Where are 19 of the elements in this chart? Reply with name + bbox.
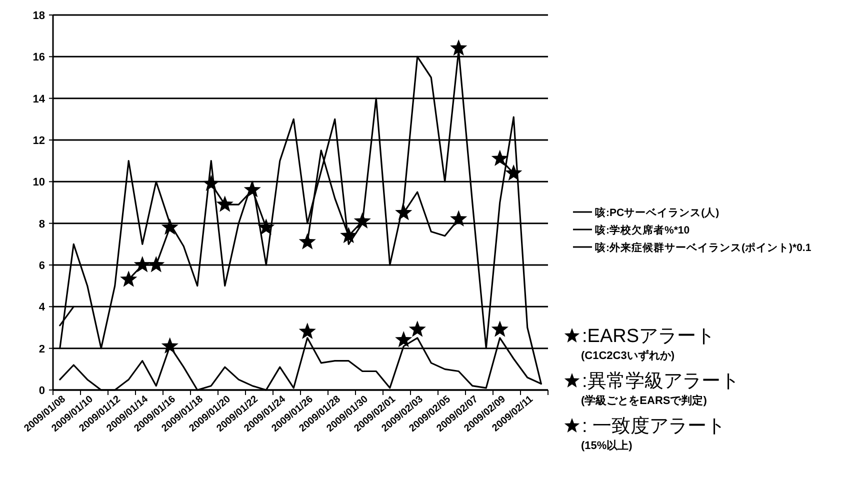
- text: (C1C2C3いずれか): [581, 349, 675, 362]
- y-tick-label: 16: [32, 52, 45, 64]
- y-tick-label: 2: [38, 343, 45, 356]
- y-tick-label: 10: [32, 176, 45, 189]
- y-tick-label: 8: [38, 218, 45, 230]
- y-tick-label: 18: [32, 10, 45, 22]
- legend-label: :異常学級アラート: [582, 371, 740, 392]
- legend-label: : 一致度アラート: [582, 415, 726, 437]
- text: (学級ごとをEARSで判定): [581, 394, 708, 407]
- y-tick-label: 14: [32, 93, 46, 106]
- y-tick-label: 6: [38, 260, 45, 272]
- text: (15%以上): [581, 439, 633, 452]
- y-tick-label: 4: [38, 302, 46, 314]
- legend-label: :EARSアラート: [582, 326, 716, 347]
- y-tick-label: 0: [38, 385, 45, 397]
- legend-label: 咳:学校欠席者%*10: [595, 224, 690, 236]
- y-tick-label: 12: [32, 135, 45, 147]
- legend-label: 咳:外来症候群サーベイランス(ポイント)*0.1: [595, 241, 812, 254]
- legend-label: 咳:PCサーベイランス(人): [595, 206, 720, 219]
